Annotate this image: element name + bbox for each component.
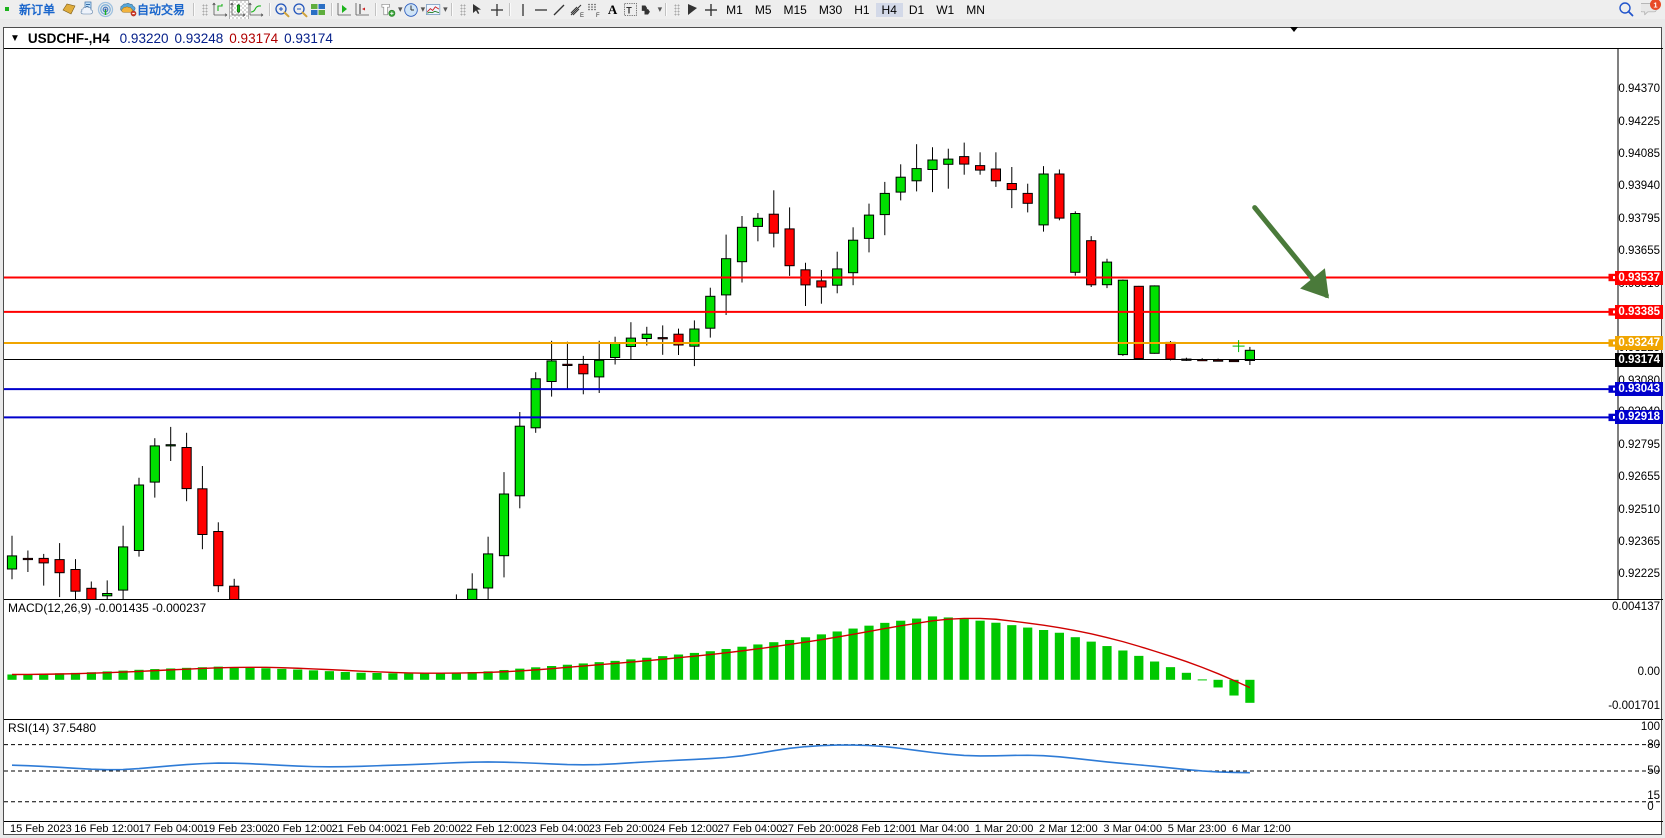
svg-text:T: T (626, 5, 632, 15)
svg-text:1: 1 (1653, 0, 1657, 9)
svg-text:E: E (580, 13, 584, 18)
svg-text:F: F (596, 13, 600, 18)
